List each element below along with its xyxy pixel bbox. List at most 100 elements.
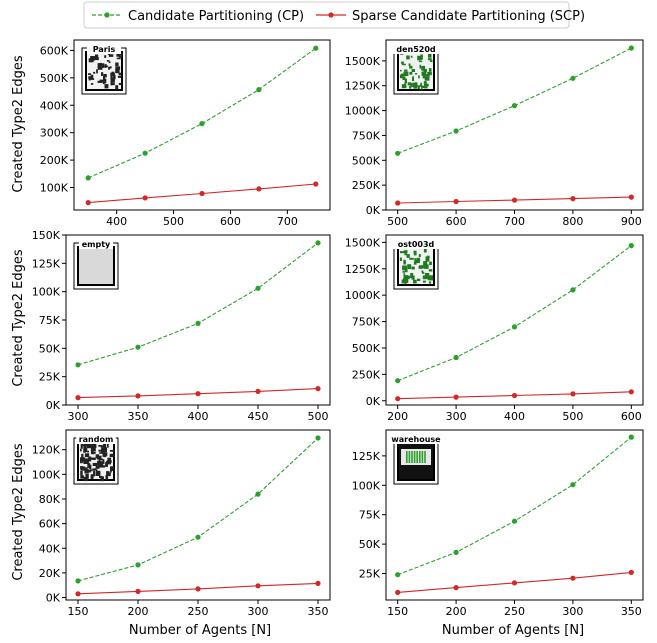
legend-cp-marker [104,12,110,18]
data-point-cp [395,572,401,578]
map-label: Paris [93,45,116,54]
panel-den520d: 500 600 700 800 900 0K 250K 500K 750K 1000K 1250K 1… [345,39,644,228]
x-tick-label: 600 [220,215,241,228]
data-point-scp [511,197,518,203]
map-thumbnail-obstacle [425,276,430,279]
data-point-cp [628,243,634,249]
y-tick-label: 100K [32,286,61,299]
data-point-cp [313,45,319,51]
map-thumbnail-obstacle [83,443,88,447]
map-thumbnail-obstacle [86,443,91,449]
y-tick-label: 120K [32,444,61,457]
y-tick-label: 125K [352,450,381,463]
map-thumbnail-shelf [406,451,408,463]
map-thumbnail-image [397,51,435,91]
y-axis-label-row1: Created Type2 Edges [11,55,26,193]
map-thumbnail-obstacle [80,475,83,479]
map-thumbnail-obstacle [422,73,426,79]
map-thumbnail-obstacle [81,453,84,459]
y-tick-label: 100K [32,468,61,481]
map-thumbnail-obstacle [83,476,88,482]
data-point-scp [255,388,261,394]
legend-cp-label: Candidate Partitioning (CP) [128,9,304,24]
y-tick-label: 80K [39,493,61,506]
y-tick-label: 500K [40,72,69,85]
map-thumbnail-obstacle [98,455,102,458]
map-thumbnail-obstacle [96,69,98,74]
y-tick-label: 25K [39,371,61,384]
map-thumbnail-obstacle [429,60,433,62]
map-thumbnail-obstacle [80,457,85,462]
map-thumbnail-obstacle [402,270,405,273]
map-thumbnail-obstacle [88,58,94,63]
map-thumbnail-obstacle [416,278,421,281]
legend-scp-marker [328,12,334,18]
data-point-scp [453,198,459,205]
map-thumbnail-obstacle [100,445,106,448]
map-thumbnail-obstacle [118,72,122,76]
y-tick-label: 0K [366,395,381,408]
map-thumbnail-obstacle [93,71,96,74]
map-thumbnail-obstacle [409,86,412,89]
map-thumbnail-obstacle [113,75,116,80]
x-tick-label: 800 [562,215,583,228]
map-thumbnail-obstacle [83,445,86,450]
map-thumbnail-obstacle [88,73,92,75]
map-thumbnail-obstacle [423,280,426,283]
y-tick-label: 600K [40,44,69,57]
x-tick-label: 250 [504,605,525,618]
map-label: den520d [396,45,436,54]
y-tick-label: 100K [352,479,381,492]
y-tick-label: 100K [40,182,69,195]
x-tick-label: 150 [387,605,408,618]
data-point-scp [315,386,321,392]
map-thumbnail-obstacle [106,60,110,62]
data-point-scp [570,196,576,202]
y-tick-label: 250K [352,368,381,381]
map-label-background [76,433,116,444]
map-thumbnail-obstacle [82,444,85,447]
map-thumbnail-obstacle [97,460,102,466]
x-tick-label: 900 [621,215,642,228]
y-axis-label-row2: Created Type2 Edges [11,249,26,387]
map-thumbnail-obstacle [404,82,406,85]
map-thumbnail-obstacle [92,462,98,466]
map-thumbnail-obstacle [418,60,423,63]
map-thumbnail-obstacle [81,475,85,479]
map-thumbnail-image [397,246,435,286]
map-thumbnail-obstacle [110,468,114,471]
data-point-scp [628,194,634,200]
map-thumbnail-obstacle [80,470,83,476]
map-thumbnail-obstacle [99,452,103,454]
map-thumbnail-obstacle [85,473,89,479]
map-thumbnail-obstacle [413,250,417,254]
map-thumbnail-obstacle [90,475,93,479]
map-thumbnail-obstacle [418,266,423,269]
data-point-cp [135,344,141,350]
y-tick-label: 75K [39,314,61,327]
map-thumbnail-obstacle [93,470,96,476]
y-tick-label: 50K [39,342,61,355]
data-point-scp [75,395,81,401]
map-thumbnail-obstacle [85,460,89,464]
x-tick-label: 450 [248,410,269,423]
map-thumbnail-obstacle [429,261,432,266]
map-thumbnail-obstacle [400,251,405,254]
map-thumbnail-obstacle [412,77,414,81]
y-tick-label: 400K [40,99,69,112]
data-point-scp [313,181,319,187]
map-thumbnail-obstacle [418,254,421,258]
data-point-cp [199,121,205,127]
map-thumbnail-obstacle [413,261,417,265]
data-point-scp [135,393,141,399]
x-tick-label: 200 [128,605,149,618]
map-thumbnail-obstacle [423,81,427,84]
x-tick-label: 400 [504,410,525,423]
map-thumbnail-obstacle [412,275,415,281]
y-tick-label: 1000K [345,105,381,118]
map-thumbnail-obstacle [80,461,83,464]
map-thumbnail-obstacle [108,61,111,64]
map-thumbnail-obstacle [418,75,420,79]
map-thumbnail-image [77,441,115,482]
data-point-scp [195,391,201,397]
